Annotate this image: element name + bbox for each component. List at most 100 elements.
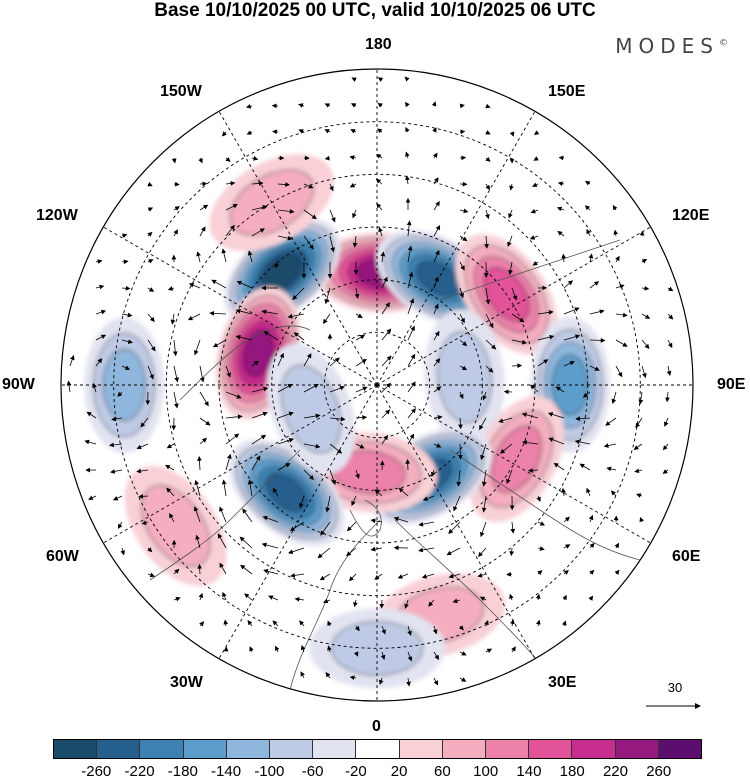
- wind-arrow: [480, 443, 487, 461]
- wind-arrow: [199, 621, 205, 627]
- wind-arrow: [329, 469, 337, 486]
- wind-arrow: [477, 572, 487, 578]
- height-contour: [537, 329, 604, 441]
- brand-mark: ©: [719, 38, 728, 49]
- wind-arrow: [579, 463, 591, 471]
- wind-arrow: [147, 572, 155, 578]
- wind-arrow: [510, 619, 515, 627]
- wind-arrow: [303, 235, 314, 250]
- wind-arrow: [171, 157, 177, 164]
- wind-arrow: [324, 287, 331, 305]
- wind-arrow: [355, 443, 365, 449]
- wind-arrow: [641, 339, 650, 350]
- wind-arrow: [614, 569, 620, 576]
- wind-arrow: [557, 181, 565, 187]
- wind-arrow: [251, 156, 259, 161]
- wind-arrow: [352, 209, 357, 219]
- wind-arrow: [418, 547, 435, 553]
- wind-arrow: [547, 412, 565, 419]
- wind-arrow: [377, 102, 383, 108]
- wind-arrow: [611, 391, 617, 404]
- wind-arrow: [407, 298, 415, 315]
- wind-arrow: [563, 544, 571, 549]
- wind-arrow: [147, 207, 154, 212]
- wind-arrow: [380, 651, 386, 660]
- wind-arrow: [263, 568, 279, 575]
- wind-arrow: [453, 495, 461, 512]
- wind-arrow: [355, 334, 366, 341]
- wind-arrow: [381, 276, 388, 289]
- wind-arrow: [641, 285, 650, 291]
- wind-arrow: [95, 259, 103, 264]
- wind-arrow: [563, 360, 575, 367]
- wind-arrow: [459, 129, 466, 135]
- wind-arrow: [121, 365, 131, 370]
- wind-arrow: [532, 182, 539, 187]
- wind-arrow: [121, 259, 129, 265]
- wind-arrow: [251, 455, 261, 471]
- colorbar-tick: -60: [301, 763, 324, 780]
- wind-arrow: [199, 417, 211, 426]
- wind-arrow: [277, 235, 293, 241]
- wind-arrow: [272, 487, 279, 497]
- wind-arrow: [433, 414, 443, 420]
- wind-arrow: [349, 675, 357, 681]
- wind-arrow: [585, 180, 591, 186]
- wind-arrow: [558, 155, 565, 161]
- wind-arrow: [377, 77, 384, 82]
- wind-arrow: [251, 360, 259, 367]
- wind-arrow: [251, 205, 268, 211]
- wind-arrow: [199, 391, 209, 407]
- wind-arrow: [482, 391, 487, 401]
- wind-arrow: [407, 325, 415, 341]
- wind-arrow: [641, 258, 648, 264]
- colorbar-swatch: [97, 740, 141, 758]
- wind-arrow: [262, 515, 279, 523]
- wind-arrow: [555, 386, 565, 393]
- wind-arrow: [268, 595, 279, 601]
- height-contour: [490, 425, 543, 493]
- longitude-line: [376, 384, 651, 544]
- wind-arrow: [136, 468, 149, 474]
- latitude-circle: [323, 331, 431, 439]
- wind-arrow: [329, 416, 346, 422]
- wind-arrow: [187, 313, 201, 321]
- wind-arrow: [188, 283, 201, 289]
- anomaly-level: [281, 365, 341, 453]
- wind-arrow: [407, 381, 416, 393]
- wind-arrow: [346, 521, 357, 532]
- colorbar-swatch: [486, 740, 530, 758]
- wind-arrow: [506, 571, 513, 577]
- wind-arrow: [405, 126, 410, 133]
- wind-arrow: [638, 391, 644, 405]
- wind-arrow: [548, 437, 565, 445]
- wind-arrow: [530, 384, 539, 393]
- wind-arrow: [485, 156, 491, 162]
- wind-arrow: [603, 443, 617, 448]
- latitude-circle: [271, 279, 483, 491]
- lon-label-60w: 60W: [46, 548, 79, 565]
- wind-arrow: [225, 156, 231, 162]
- colorbar-swatch: [356, 740, 400, 758]
- wind-arrow: [641, 365, 647, 379]
- wind-arrow: [261, 542, 279, 549]
- wind-arrow: [667, 313, 674, 320]
- wind-arrow: [121, 285, 131, 291]
- wind-arrow: [588, 514, 594, 523]
- colorbar-tick: 60: [434, 763, 451, 780]
- wind-arrow: [586, 228, 591, 237]
- wind-arrow: [329, 443, 343, 454]
- wind-arrow: [370, 546, 383, 552]
- wind-arrow: [511, 287, 518, 301]
- wind-arrow: [537, 570, 543, 576]
- wind-arrow: [589, 569, 595, 575]
- wind-arrow: [398, 487, 409, 497]
- wind-arrow: [537, 359, 549, 367]
- wind-arrow: [166, 487, 175, 497]
- wind-arrow: [588, 595, 594, 601]
- colorbar-swatch: [183, 740, 227, 758]
- wind-arrow: [459, 287, 465, 299]
- wind-arrow: [433, 677, 439, 686]
- wind-arrow: [582, 391, 591, 398]
- wind-arrow: [198, 157, 203, 164]
